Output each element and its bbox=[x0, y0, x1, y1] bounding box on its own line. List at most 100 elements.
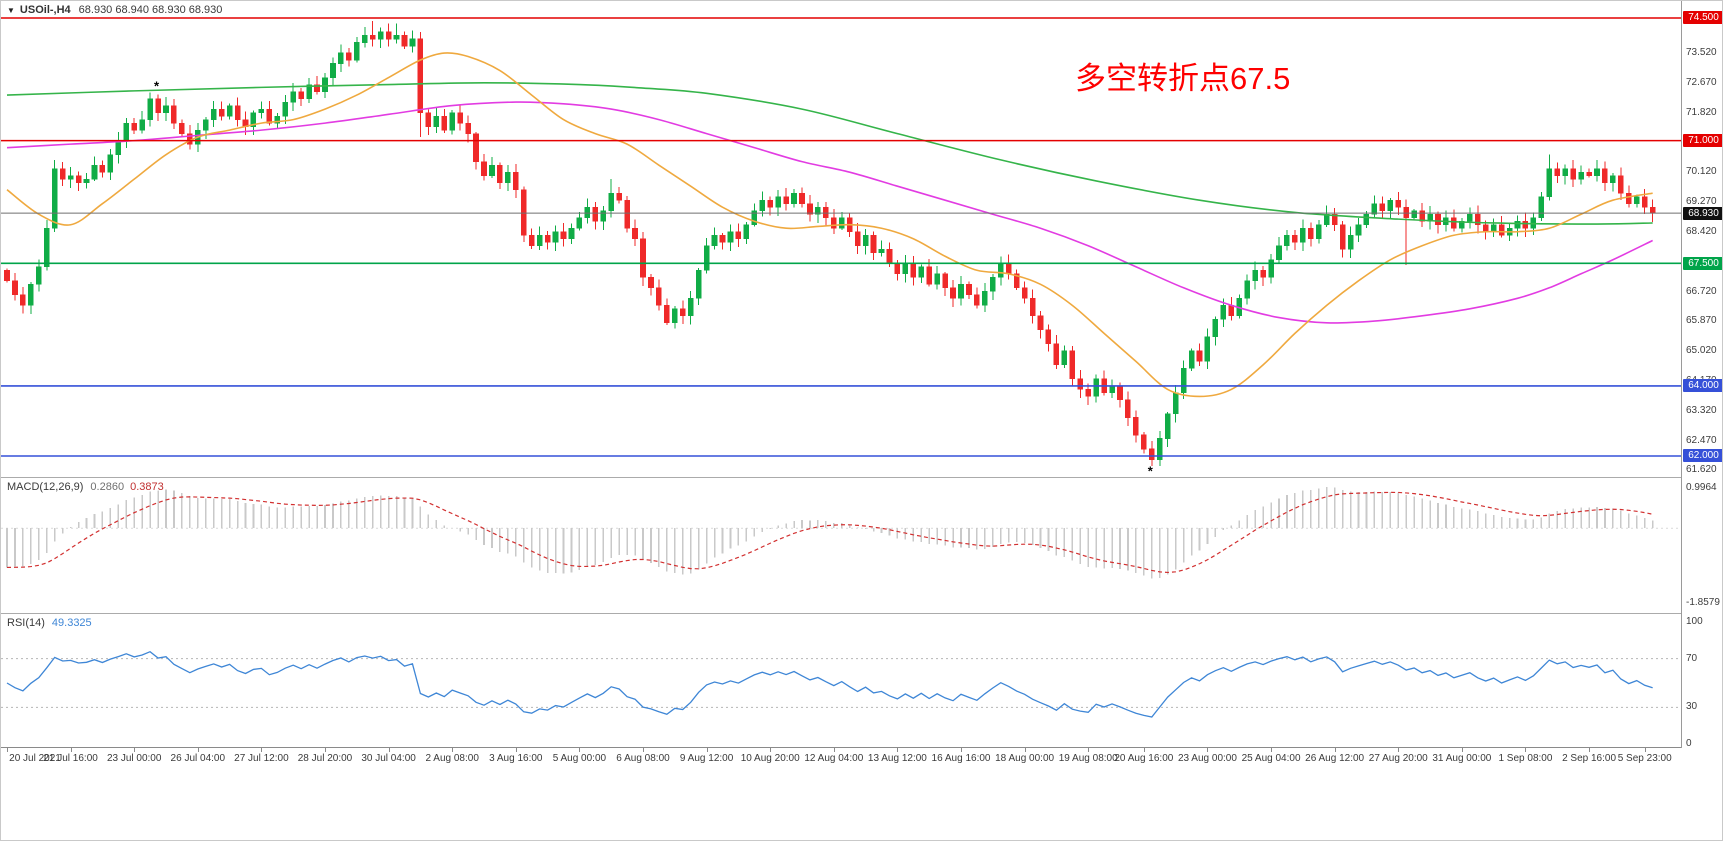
current-price-tag: 68.930 bbox=[1683, 206, 1722, 220]
candles-group bbox=[4, 20, 1656, 466]
time-axis-label: 20 Jul 2021 bbox=[9, 753, 61, 764]
macd-signal-value: 0.3873 bbox=[130, 481, 164, 493]
time-axis-tick bbox=[515, 748, 517, 752]
price-axis-label: 66.720 bbox=[1686, 285, 1717, 297]
time-axis-label: 16 Aug 16:00 bbox=[931, 753, 991, 764]
time-axis-tick bbox=[1271, 748, 1273, 752]
time-axis-label: 13 Aug 12:00 bbox=[867, 753, 927, 764]
time-axis[interactable]: 20 Jul 2021 21 Jul 16:00 23 Jul 00:00 26 Ju… bbox=[1, 747, 1722, 773]
time-axis-label: 2 Sep 16:00 bbox=[1562, 753, 1617, 764]
time-axis-label: 6 Aug 08:00 bbox=[616, 753, 670, 764]
rsi-indicator-panel[interactable]: RSI(14) 49.3325 bbox=[1, 613, 1722, 747]
rsi-axis-label: 30 bbox=[1686, 701, 1698, 713]
time-axis-tick bbox=[1398, 748, 1400, 752]
time-axis-tick bbox=[261, 748, 263, 752]
macd-chart[interactable] bbox=[1, 478, 1681, 613]
price-axis-label: 71.820 bbox=[1686, 106, 1717, 118]
macd-signal-line bbox=[6, 491, 1653, 574]
macd-axis-min: -1.8579 bbox=[1686, 597, 1720, 608]
time-axis-tick bbox=[1644, 748, 1646, 752]
chart-title: ▼ USOil-,H4 68.930 68.940 68.930 68.930 bbox=[7, 4, 222, 16]
price-axis-label: 69.270 bbox=[1686, 196, 1717, 208]
rsi-label: RSI(14) 49.3325 bbox=[7, 617, 92, 629]
macd-histogram bbox=[6, 487, 1654, 579]
time-axis-label: 30 Jul 04:00 bbox=[361, 753, 416, 764]
time-axis-label: 28 Jul 20:00 bbox=[297, 753, 353, 764]
time-axis-tick bbox=[197, 748, 199, 752]
time-axis-label: 12 Aug 04:00 bbox=[804, 753, 864, 764]
time-axis-tick bbox=[1334, 748, 1336, 752]
time-axis-tick bbox=[1207, 748, 1209, 752]
rsi-axis-label: 100 bbox=[1686, 616, 1703, 627]
price-axis-label: 73.520 bbox=[1686, 47, 1717, 59]
time-axis-tick bbox=[1143, 748, 1145, 752]
time-axis-tick bbox=[134, 748, 136, 752]
rsi-value: 49.3325 bbox=[51, 617, 92, 629]
candlestick-chart[interactable]: ** bbox=[1, 1, 1681, 477]
mid-ma-line bbox=[6, 101, 1653, 324]
rsi-name: RSI(14) bbox=[7, 617, 45, 629]
macd-main-value: 0.2860 bbox=[90, 481, 125, 493]
macd-indicator-panel[interactable]: MACD(12,26,9) 0.2860 0.3873 bbox=[1, 477, 1722, 613]
time-axis-tick bbox=[325, 748, 326, 752]
price-axis-label: 70.120 bbox=[1686, 166, 1717, 178]
price-axis-label: 63.320 bbox=[1686, 404, 1717, 416]
time-axis-label: 9 Aug 12:00 bbox=[679, 753, 734, 764]
signal-marker-icon: * bbox=[1148, 463, 1154, 477]
signal-marker-icon: * bbox=[154, 78, 160, 93]
price-axis-label: 62.470 bbox=[1686, 434, 1717, 446]
macd-label: MACD(12,26,9) 0.2860 0.3873 bbox=[7, 481, 164, 493]
rsi-axis-label: 70 bbox=[1686, 652, 1698, 664]
level-price-tag: 71.000 bbox=[1683, 134, 1722, 148]
time-axis-tick bbox=[833, 748, 835, 752]
macd-name: MACD(12,26,9) bbox=[7, 481, 84, 493]
fast-ma-line bbox=[6, 52, 1653, 398]
time-axis-label: 18 Aug 00:00 bbox=[995, 753, 1055, 764]
time-axis-label: 25 Aug 04:00 bbox=[1241, 753, 1301, 764]
time-axis-tick bbox=[1589, 748, 1591, 752]
time-axis-tick bbox=[643, 748, 644, 752]
time-axis-label: 20 Aug 16:00 bbox=[1114, 753, 1174, 764]
time-axis-tick bbox=[579, 748, 581, 752]
time-axis-label: 10 Aug 20:00 bbox=[740, 753, 800, 764]
time-axis-label: 23 Aug 00:00 bbox=[1177, 753, 1237, 764]
time-axis-label: 5 Aug 00:00 bbox=[552, 753, 607, 764]
time-axis-tick bbox=[1525, 748, 1527, 752]
rsi-chart[interactable] bbox=[1, 614, 1681, 747]
time-axis-label: 26 Jul 04:00 bbox=[170, 753, 226, 764]
time-axis-tick bbox=[1024, 748, 1026, 752]
time-axis-label: 21 Jul 16:00 bbox=[43, 753, 98, 764]
symbol-label: USOil-,H4 bbox=[19, 4, 71, 16]
time-axis-tick bbox=[961, 748, 962, 752]
price-axis-label: 65.020 bbox=[1686, 345, 1717, 357]
ohlc-values: 68.930 68.940 68.930 68.930 bbox=[78, 4, 223, 16]
time-axis-label: 5 Sep 23:00 bbox=[1617, 753, 1672, 764]
time-axis-tick bbox=[388, 748, 390, 752]
macd-axis-max: 0.9964 bbox=[1686, 482, 1717, 493]
time-axis-label: 19 Aug 08:00 bbox=[1058, 753, 1118, 764]
time-axis-label: 3 Aug 16:00 bbox=[489, 753, 543, 764]
price-axis-label: 68.420 bbox=[1686, 226, 1717, 238]
time-axis-tick bbox=[1088, 748, 1090, 752]
level-price-tag: 74.500 bbox=[1683, 11, 1722, 25]
time-axis-label: 27 Jul 12:00 bbox=[234, 753, 289, 764]
slow-ma-line bbox=[6, 82, 1653, 225]
chart-annotation-text: 多空转折点67.5 bbox=[1075, 61, 1291, 96]
time-axis-label: 2 Aug 08:00 bbox=[425, 753, 479, 764]
time-axis-label: 1 Sep 08:00 bbox=[1498, 753, 1553, 764]
time-axis-tick bbox=[770, 748, 772, 752]
price-axis[interactable]: 73.52072.67071.82070.97070.12069.27068.4… bbox=[1681, 1, 1722, 749]
time-axis-label: 31 Aug 00:00 bbox=[1432, 753, 1492, 764]
price-axis-label: 65.870 bbox=[1686, 315, 1717, 327]
rsi-line bbox=[6, 650, 1653, 718]
time-axis-tick bbox=[897, 748, 899, 752]
time-axis-label: 26 Aug 12:00 bbox=[1305, 753, 1365, 764]
collapse-toggle-icon[interactable]: ▼ bbox=[7, 6, 15, 15]
level-price-tag: 67.500 bbox=[1683, 256, 1722, 270]
price-chart-panel[interactable]: * * ▼ USOil-,H4 68.930 68.940 68.930 68.930… bbox=[1, 1, 1722, 477]
time-axis-tick bbox=[70, 748, 72, 752]
time-axis-label: 27 Aug 20:00 bbox=[1368, 753, 1428, 764]
price-axis-label: 61.620 bbox=[1686, 464, 1717, 476]
level-price-tag: 64.000 bbox=[1683, 379, 1722, 393]
